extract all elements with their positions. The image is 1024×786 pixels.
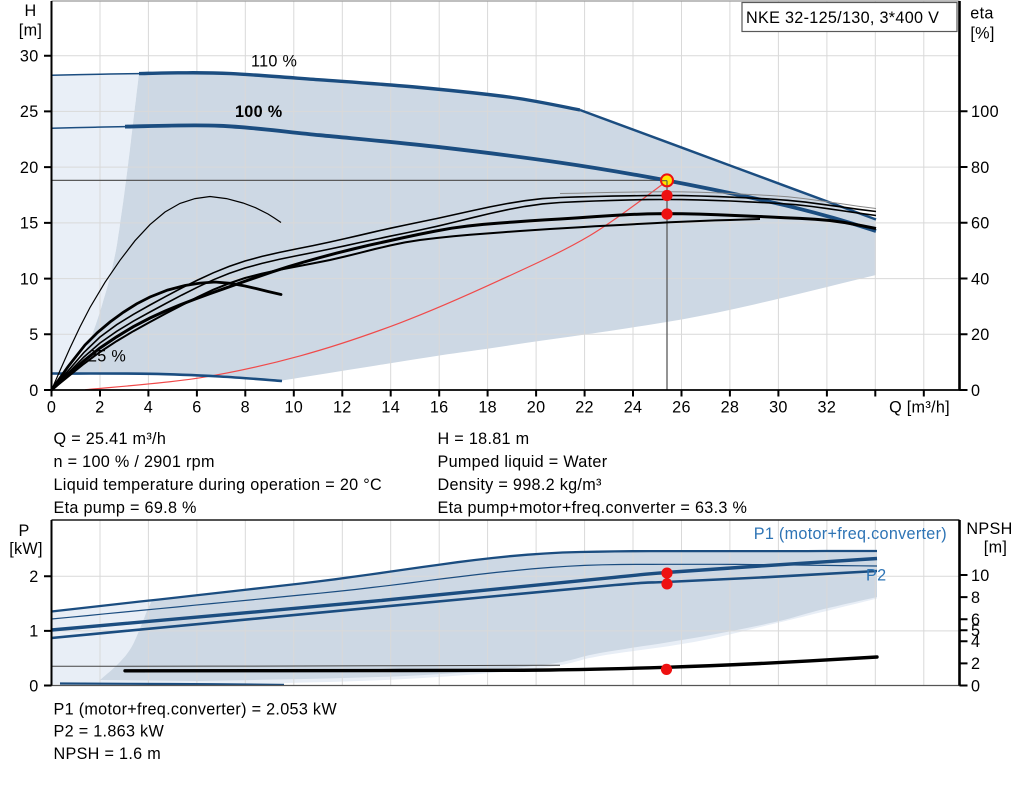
svg-text:[m]: [m] (19, 22, 42, 40)
svg-text:100 %: 100 % (235, 103, 282, 121)
svg-text:[kW]: [kW] (9, 540, 43, 558)
svg-text:5: 5 (971, 622, 980, 640)
svg-text:H = 18.81 m: H = 18.81 m (438, 430, 530, 448)
svg-text:20: 20 (527, 399, 546, 417)
svg-text:Liquid temperature during oper: Liquid temperature during operation = 20… (54, 476, 383, 494)
svg-text:80: 80 (971, 159, 990, 177)
svg-text:15: 15 (20, 215, 39, 233)
svg-text:40: 40 (971, 270, 990, 288)
svg-text:20: 20 (20, 159, 39, 177)
svg-text:22: 22 (575, 399, 594, 417)
svg-text:25 %: 25 % (88, 348, 126, 366)
svg-text:P1 (motor+freq.converter) = 2.: P1 (motor+freq.converter) = 2.053 kW (54, 701, 338, 719)
svg-text:2: 2 (971, 655, 980, 673)
svg-text:[m]: [m] (984, 539, 1007, 557)
svg-text:0: 0 (29, 677, 38, 695)
svg-text:26: 26 (672, 399, 691, 417)
svg-text:eta: eta (970, 5, 993, 23)
svg-text:Q [m³/h]: Q [m³/h] (889, 399, 950, 417)
svg-text:30: 30 (769, 399, 788, 417)
svg-text:4: 4 (971, 633, 980, 651)
svg-text:0: 0 (971, 382, 980, 400)
svg-text:0: 0 (47, 399, 56, 417)
svg-text:P2 = 1.863 kW: P2 = 1.863 kW (54, 723, 165, 741)
svg-text:Eta pump = 69.8 %: Eta pump = 69.8 % (54, 499, 197, 517)
svg-text:Density = 998.2 kg/m³: Density = 998.2 kg/m³ (438, 476, 603, 494)
svg-text:Q = 25.41 m³/h: Q = 25.41 m³/h (54, 430, 167, 448)
svg-text:2: 2 (29, 568, 38, 586)
svg-text:14: 14 (381, 399, 400, 417)
svg-text:5: 5 (29, 326, 38, 344)
svg-text:60: 60 (971, 215, 990, 233)
svg-text:P1 (motor+freq.converter): P1 (motor+freq.converter) (754, 525, 947, 543)
svg-text:6: 6 (971, 611, 980, 629)
svg-text:10: 10 (971, 567, 990, 585)
svg-text:6: 6 (192, 399, 201, 417)
svg-text:32: 32 (818, 399, 837, 417)
svg-text:24: 24 (624, 399, 643, 417)
svg-text:110 %: 110 % (251, 53, 297, 71)
svg-text:NPSH = 1.6 m: NPSH = 1.6 m (54, 745, 162, 763)
svg-text:P2: P2 (866, 567, 886, 585)
svg-text:8: 8 (971, 589, 980, 607)
svg-text:H: H (25, 2, 37, 20)
svg-text:0: 0 (971, 677, 980, 695)
svg-text:NKE 32-125/130, 3*400 V: NKE 32-125/130, 3*400 V (746, 9, 939, 27)
svg-text:n = 100 % / 2901 rpm: n = 100 % / 2901 rpm (54, 453, 215, 471)
svg-text:10: 10 (284, 399, 303, 417)
svg-text:P: P (18, 522, 29, 540)
svg-text:4: 4 (144, 399, 153, 417)
svg-text:1: 1 (29, 623, 38, 641)
svg-text:100: 100 (971, 103, 999, 121)
svg-text:[%]: [%] (970, 25, 994, 43)
svg-text:25: 25 (20, 103, 39, 121)
svg-text:30: 30 (20, 48, 39, 66)
svg-text:Pumped liquid = Water: Pumped liquid = Water (438, 453, 608, 471)
svg-text:20: 20 (971, 326, 990, 344)
svg-text:10: 10 (20, 270, 39, 288)
svg-text:28: 28 (721, 399, 740, 417)
svg-text:NPSH: NPSH (966, 520, 1012, 538)
svg-text:18: 18 (478, 399, 497, 417)
svg-text:0: 0 (29, 382, 38, 400)
svg-text:16: 16 (430, 399, 449, 417)
svg-text:Eta pump+motor+freq.converter: Eta pump+motor+freq.converter = 63.3 % (438, 499, 748, 517)
svg-text:12: 12 (333, 399, 352, 417)
svg-text:2: 2 (95, 399, 104, 417)
svg-text:8: 8 (241, 399, 250, 417)
